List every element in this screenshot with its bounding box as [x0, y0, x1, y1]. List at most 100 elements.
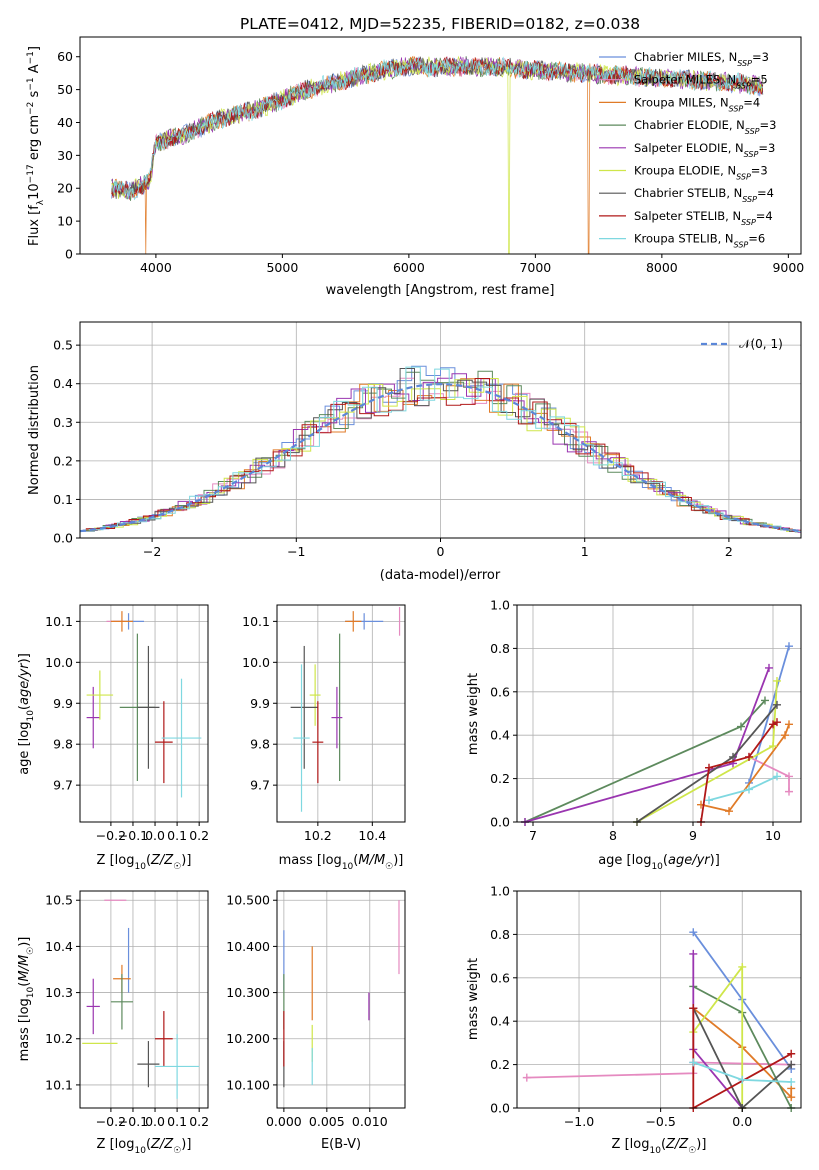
x-tick-label: 5000: [266, 260, 298, 275]
mass-weight-line: [524, 699, 766, 823]
y-tick-label: 0.4: [53, 376, 73, 391]
x-tick-label: 0.2: [189, 1114, 209, 1129]
y-tick-label: 20: [57, 181, 73, 196]
mass-weight-marker: [773, 772, 781, 781]
y-tick-label: 0.1: [53, 492, 73, 507]
y-tick-label: 0.0: [490, 1101, 510, 1116]
mass-weight-marker: [785, 720, 793, 729]
spectrum-panel: 4000 5000 6000 7000 8000 9000 0 10 20 30 40 50 60 Ch…: [26, 36, 804, 298]
legend-entry: Chabrier STELIB, NSSP=4: [634, 186, 774, 204]
x-tick-label: 10.4: [358, 828, 386, 843]
y-tick-label: 0.0: [53, 531, 73, 546]
y-tick-label: 0.6: [490, 970, 510, 985]
y-tick-label: 10.5: [45, 893, 73, 908]
x-tick-label: 0.0: [145, 828, 165, 843]
mass-weight-marker: [773, 676, 781, 685]
x-tick-label: −0.2: [96, 1114, 126, 1129]
x-tick-label: 2: [725, 544, 733, 559]
x-tick-label: 0: [437, 544, 445, 559]
mass-weight-marker: [689, 928, 698, 937]
y-tick-label: 0.2: [490, 771, 510, 786]
y-tick-label: 0.2: [53, 453, 73, 468]
mass-weight-line: [692, 1007, 793, 1100]
mass-vs-Z-panel: −0.2−0.10.0 0.1 0.2 10.1 10.2 10.3 10.4 10.5 Z …: [17, 890, 209, 1156]
y-tick-label: 9.7: [53, 778, 73, 793]
y-tick-label: 0.5: [53, 338, 73, 353]
spectrum-axes-frame: [79, 36, 802, 255]
y-tick-label: 10.0: [242, 655, 270, 670]
residual-histogram: [80, 378, 801, 532]
x-tick-label: 4000: [140, 260, 172, 275]
y-tick-label: 9.9: [53, 696, 73, 711]
mass-weight-marker: [705, 796, 713, 805]
mass-vs-ebv-panel: 0.000 0.005 0.010 10.100 10.200 10.300 10.400 1…: [226, 890, 406, 1152]
spectrum-xlabel: wavelength [Angstrom, rest frame]: [326, 283, 555, 298]
x-tick-label: 0.1: [167, 828, 187, 843]
y-tick-label: 50: [57, 82, 73, 97]
normal-reference-curve: [79, 382, 802, 533]
mass-weight-marker: [787, 1049, 796, 1058]
residuals-legend: 𝒩(0, 1): [701, 337, 783, 351]
y-tick-label: 10.400: [226, 939, 270, 954]
x-tick-label: −0.5: [645, 1114, 675, 1129]
legend-entry: Kroupa STELIB, NSSP=6: [634, 232, 765, 250]
y-tick-label: 10.0: [45, 655, 73, 670]
age-vs-Z-panel: −0.2−0.10.0 0.1 0.2 9.7 9.8 9.9 10.0 10.1 Z [lo…: [17, 604, 209, 872]
mass-weight-marker: [781, 731, 789, 740]
x-tick-label: 10: [765, 828, 781, 843]
mass-weight-marker: [785, 642, 793, 651]
age-vs-mass-panel: 10.2 10.4 9.7 9.8 9.9 10.0 10.1 mass [log10(M/…: [242, 604, 406, 872]
spectrum-ylabel: Flux [fλ10−17 erg cm−2 s−1 A−1]: [26, 46, 46, 246]
mass-weight-marker: [729, 752, 737, 761]
x-tick-label: −1.0: [564, 1114, 594, 1129]
y-tick-label: 10.200: [226, 1031, 270, 1046]
x-tick-label: 9000: [772, 260, 804, 275]
legend-entry: Chabrier ELODIE, NSSP=3: [634, 118, 776, 136]
y-tick-label: 10.2: [45, 1031, 73, 1046]
age-vs-Z-ylabel: age [log10(age/yr)]: [17, 653, 36, 775]
y-tick-label: 0.2: [490, 1057, 510, 1072]
x-tick-label: 0.0: [732, 1114, 752, 1129]
mass-weight-marker: [725, 807, 733, 816]
y-tick-label: 1.0: [490, 598, 510, 613]
y-tick-label: 0.4: [490, 1014, 510, 1029]
y-tick-label: 0: [65, 247, 73, 262]
mass-weight-marker: [738, 1075, 747, 1084]
legend-entry: Kroupa MILES, NSSP=4: [634, 95, 760, 113]
mass-weight-line: [708, 775, 778, 802]
x-tick-label: 0.010: [352, 1114, 388, 1129]
y-tick-label: 9.7: [250, 778, 270, 793]
legend-entry: Chabrier MILES, NSSP=3: [634, 50, 769, 68]
mass-weight-vs-Z-panel: −1.0 −0.5 0.0 0.0 0.2 0.4 0.6 0.8 1.0 Z [log10(Z…: [466, 884, 802, 1156]
mass-weight-marker: [705, 763, 713, 772]
mass-weight-marker: [787, 1077, 796, 1086]
x-tick-label: 7: [529, 828, 537, 843]
mass-weight-marker: [787, 1093, 796, 1102]
mass-weight-marker: [787, 1060, 796, 1069]
x-tick-label: −0.1: [118, 828, 148, 843]
residuals-xlabel: (data-model)/error: [380, 568, 501, 583]
mass-weight-vs-age-ylabel: mass weight: [466, 673, 481, 755]
mass-weight-line: [524, 667, 770, 823]
x-tick-label: 9: [689, 828, 697, 843]
x-tick-label: −2: [143, 544, 161, 559]
mass-weight-marker: [785, 787, 793, 796]
x-tick-label: 7000: [519, 260, 551, 275]
figure-title: PLATE=0412, MJD=52235, FIBERID=0182, z=0…: [240, 15, 640, 33]
mass-weight-marker: [765, 663, 773, 672]
y-tick-label: 0.4: [490, 728, 510, 743]
mass-weight-vs-age-xlabel: age [log10(age/yr)]: [598, 853, 720, 872]
mass-weight-line: [700, 724, 790, 813]
mass-weight-marker: [761, 696, 769, 705]
x-tick-label: −0.1: [118, 1114, 148, 1129]
x-tick-label: −1: [287, 544, 305, 559]
mass-weight-marker: [773, 718, 781, 727]
legend-entry: Salpeter STELIB, NSSP=4: [634, 209, 773, 227]
y-tick-label: 0.3: [53, 415, 73, 430]
y-tick-label: 9.8: [250, 737, 270, 752]
y-tick-label: 10.4: [45, 939, 73, 954]
age-vs-mass-xlabel: mass [log10(M/M☉)]: [279, 853, 404, 872]
mass-weight-vs-Z-xlabel: Z [log10(Z/Z☉)]: [612, 1137, 707, 1156]
x-tick-label: 1: [581, 544, 589, 559]
